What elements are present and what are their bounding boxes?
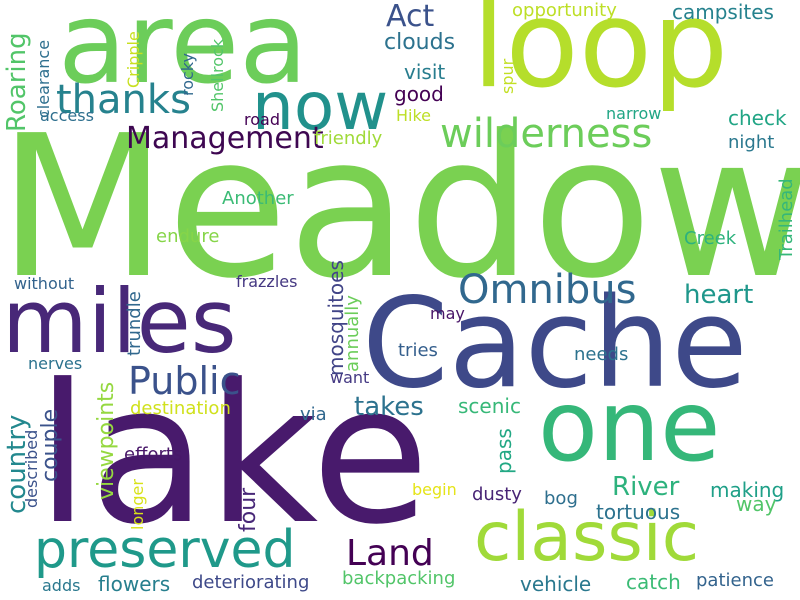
word-public: Public — [128, 359, 241, 403]
word-tortuous: tortuous — [596, 500, 681, 524]
word-may: may — [430, 304, 465, 323]
word-making: making — [710, 478, 785, 502]
word-classic: classic — [474, 498, 700, 577]
word-one: one — [538, 370, 721, 484]
word-wilderness: wilderness — [440, 111, 653, 157]
word-cripple: Cripple — [124, 31, 143, 88]
word-want: want — [330, 368, 370, 387]
word-road: road — [244, 110, 280, 129]
word-longer: longer — [128, 479, 147, 530]
word-clouds: clouds — [384, 30, 456, 55]
word-tries: tries — [398, 340, 438, 361]
word-needs: needs — [574, 344, 629, 365]
word-takes: takes — [354, 392, 424, 422]
word-land: Land — [346, 533, 434, 574]
word-viewpoints: viewpoints — [94, 381, 119, 500]
word-couple: couple — [38, 408, 63, 482]
word-roaring: Roaring — [2, 32, 32, 132]
word-backpacking: backpacking — [342, 568, 456, 589]
word-annually: annually — [342, 295, 363, 372]
word-dusty: dusty — [472, 484, 522, 505]
word-destination: destination — [130, 398, 231, 419]
word-way: way — [736, 492, 777, 516]
word-vehicle: vehicle — [520, 572, 592, 596]
word-management: Management — [126, 121, 324, 156]
word-now: now — [252, 68, 389, 145]
word-area: area — [58, 0, 308, 109]
word-omnibus: Omnibus — [458, 267, 637, 313]
word-river: River — [612, 472, 680, 502]
word-efforts: efforts — [124, 444, 183, 465]
word-scenic: scenic — [458, 394, 521, 418]
word-act: Act — [386, 0, 435, 34]
word-endure: endure — [156, 226, 220, 247]
word-trundle: trundle — [124, 291, 145, 356]
word-miles: miles — [2, 270, 237, 373]
word-heart: heart — [684, 280, 754, 310]
word-rocky: rocky — [178, 53, 197, 96]
word-check: check — [728, 106, 787, 130]
word-creek: Creek — [684, 228, 737, 249]
word-pass: pass — [492, 428, 516, 474]
word-adds: adds — [42, 576, 81, 595]
word-another: Another — [222, 188, 294, 209]
word-thanks: thanks — [56, 77, 191, 123]
word-nerves: nerves — [28, 354, 83, 373]
word-via: via — [300, 404, 327, 425]
word-narrow: narrow — [606, 104, 662, 123]
word-patience: patience — [696, 570, 774, 591]
word-spur: spur — [498, 58, 517, 94]
word-deteriorating: deteriorating — [192, 572, 310, 593]
word-good: good — [394, 82, 444, 106]
word-catch: catch — [626, 570, 681, 594]
word-opportunity: opportunity — [512, 0, 617, 21]
word-visit: visit — [404, 60, 446, 84]
word-four: four — [236, 487, 261, 532]
word-preserved: preserved — [34, 520, 296, 580]
word-friendly: friendly — [314, 128, 383, 149]
word-cache: Cache — [362, 272, 748, 416]
word-shellrock: Shellrock — [208, 38, 227, 112]
word-begin: begin — [412, 480, 457, 499]
word-meadows: Meadows — [0, 94, 800, 322]
word-frazzles: frazzles — [236, 272, 298, 291]
word-campsites: campsites — [672, 0, 774, 24]
word-loop: loop — [472, 0, 729, 115]
word-trailhead: Trailhead — [776, 178, 797, 260]
word-bog: bog — [544, 488, 578, 509]
word-night: night — [728, 132, 775, 153]
word-lake: lake — [36, 344, 430, 567]
word-flowers: flowers — [98, 572, 171, 596]
word-hike: Hike — [396, 106, 432, 125]
word-access: access — [40, 106, 94, 125]
word-described: described — [22, 429, 41, 508]
word-without: without — [14, 274, 75, 293]
